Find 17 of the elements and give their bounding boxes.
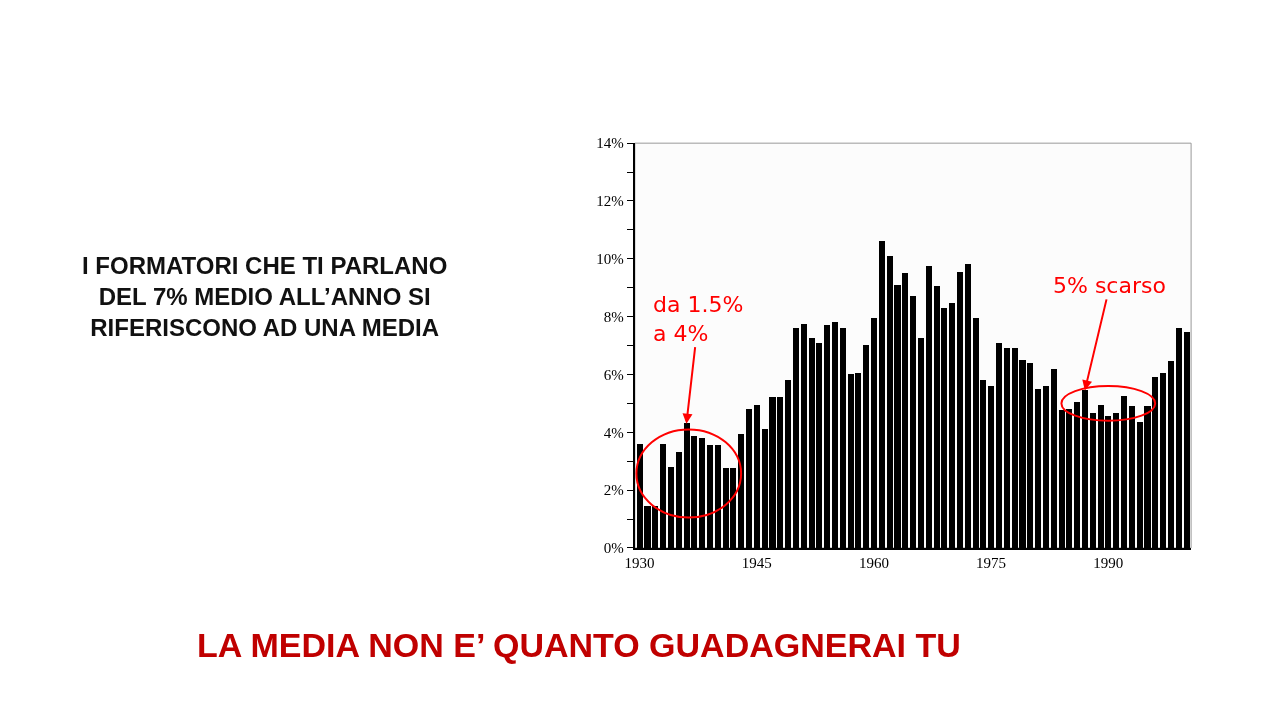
y-tick-label: 14% — [596, 135, 624, 152]
y-tick-label: 4% — [603, 424, 624, 441]
x-tick-label: 1990 — [1093, 554, 1124, 571]
y-tick-label: 10% — [596, 251, 624, 268]
x-tick-label: 1945 — [741, 554, 772, 571]
annotation: 5% scarso — [1053, 273, 1166, 298]
x-tick-label: 1960 — [858, 554, 889, 571]
y-tick-label: 2% — [603, 482, 624, 499]
text: I FORMATORI CHE TI PARLANO DEL 7% MEDIO ALL’ANNO SI RIFERISCONO AD UNA MEDIA — [82, 252, 448, 342]
y-tick-label: 6% — [603, 366, 624, 383]
y-tick-label: 8% — [603, 308, 624, 325]
text: LA MEDIA NON E’ QUANTO GUADAGNERAI TU — [197, 626, 961, 664]
y-tick-label: 12% — [596, 193, 624, 210]
annotation: da 1.5% a 4% — [653, 292, 744, 346]
x-tick-label: 1975 — [976, 554, 1007, 571]
y-tick-label: 0% — [603, 540, 624, 557]
x-tick-label: 1930 — [624, 554, 655, 571]
